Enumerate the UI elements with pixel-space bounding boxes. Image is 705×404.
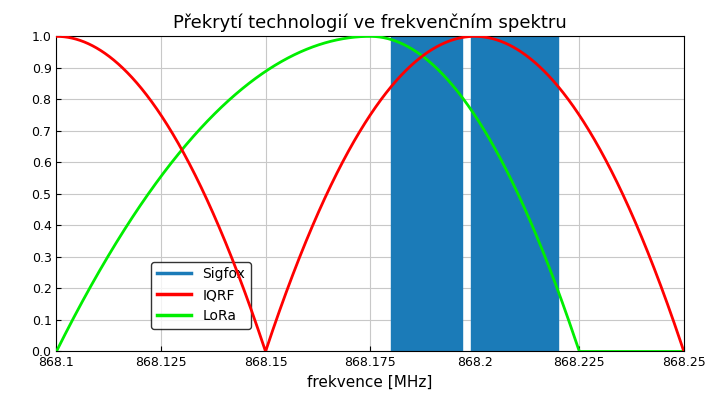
Legend: Sigfox, IQRF, LoRa: Sigfox, IQRF, LoRa	[151, 262, 251, 329]
Bar	[391, 36, 462, 351]
Bar	[470, 36, 558, 351]
Title: Překrytí technologií ve frekvenčním spektru: Překrytí technologií ve frekvenčním spek…	[173, 13, 567, 32]
X-axis label: frekvence [MHz]: frekvence [MHz]	[307, 375, 433, 390]
